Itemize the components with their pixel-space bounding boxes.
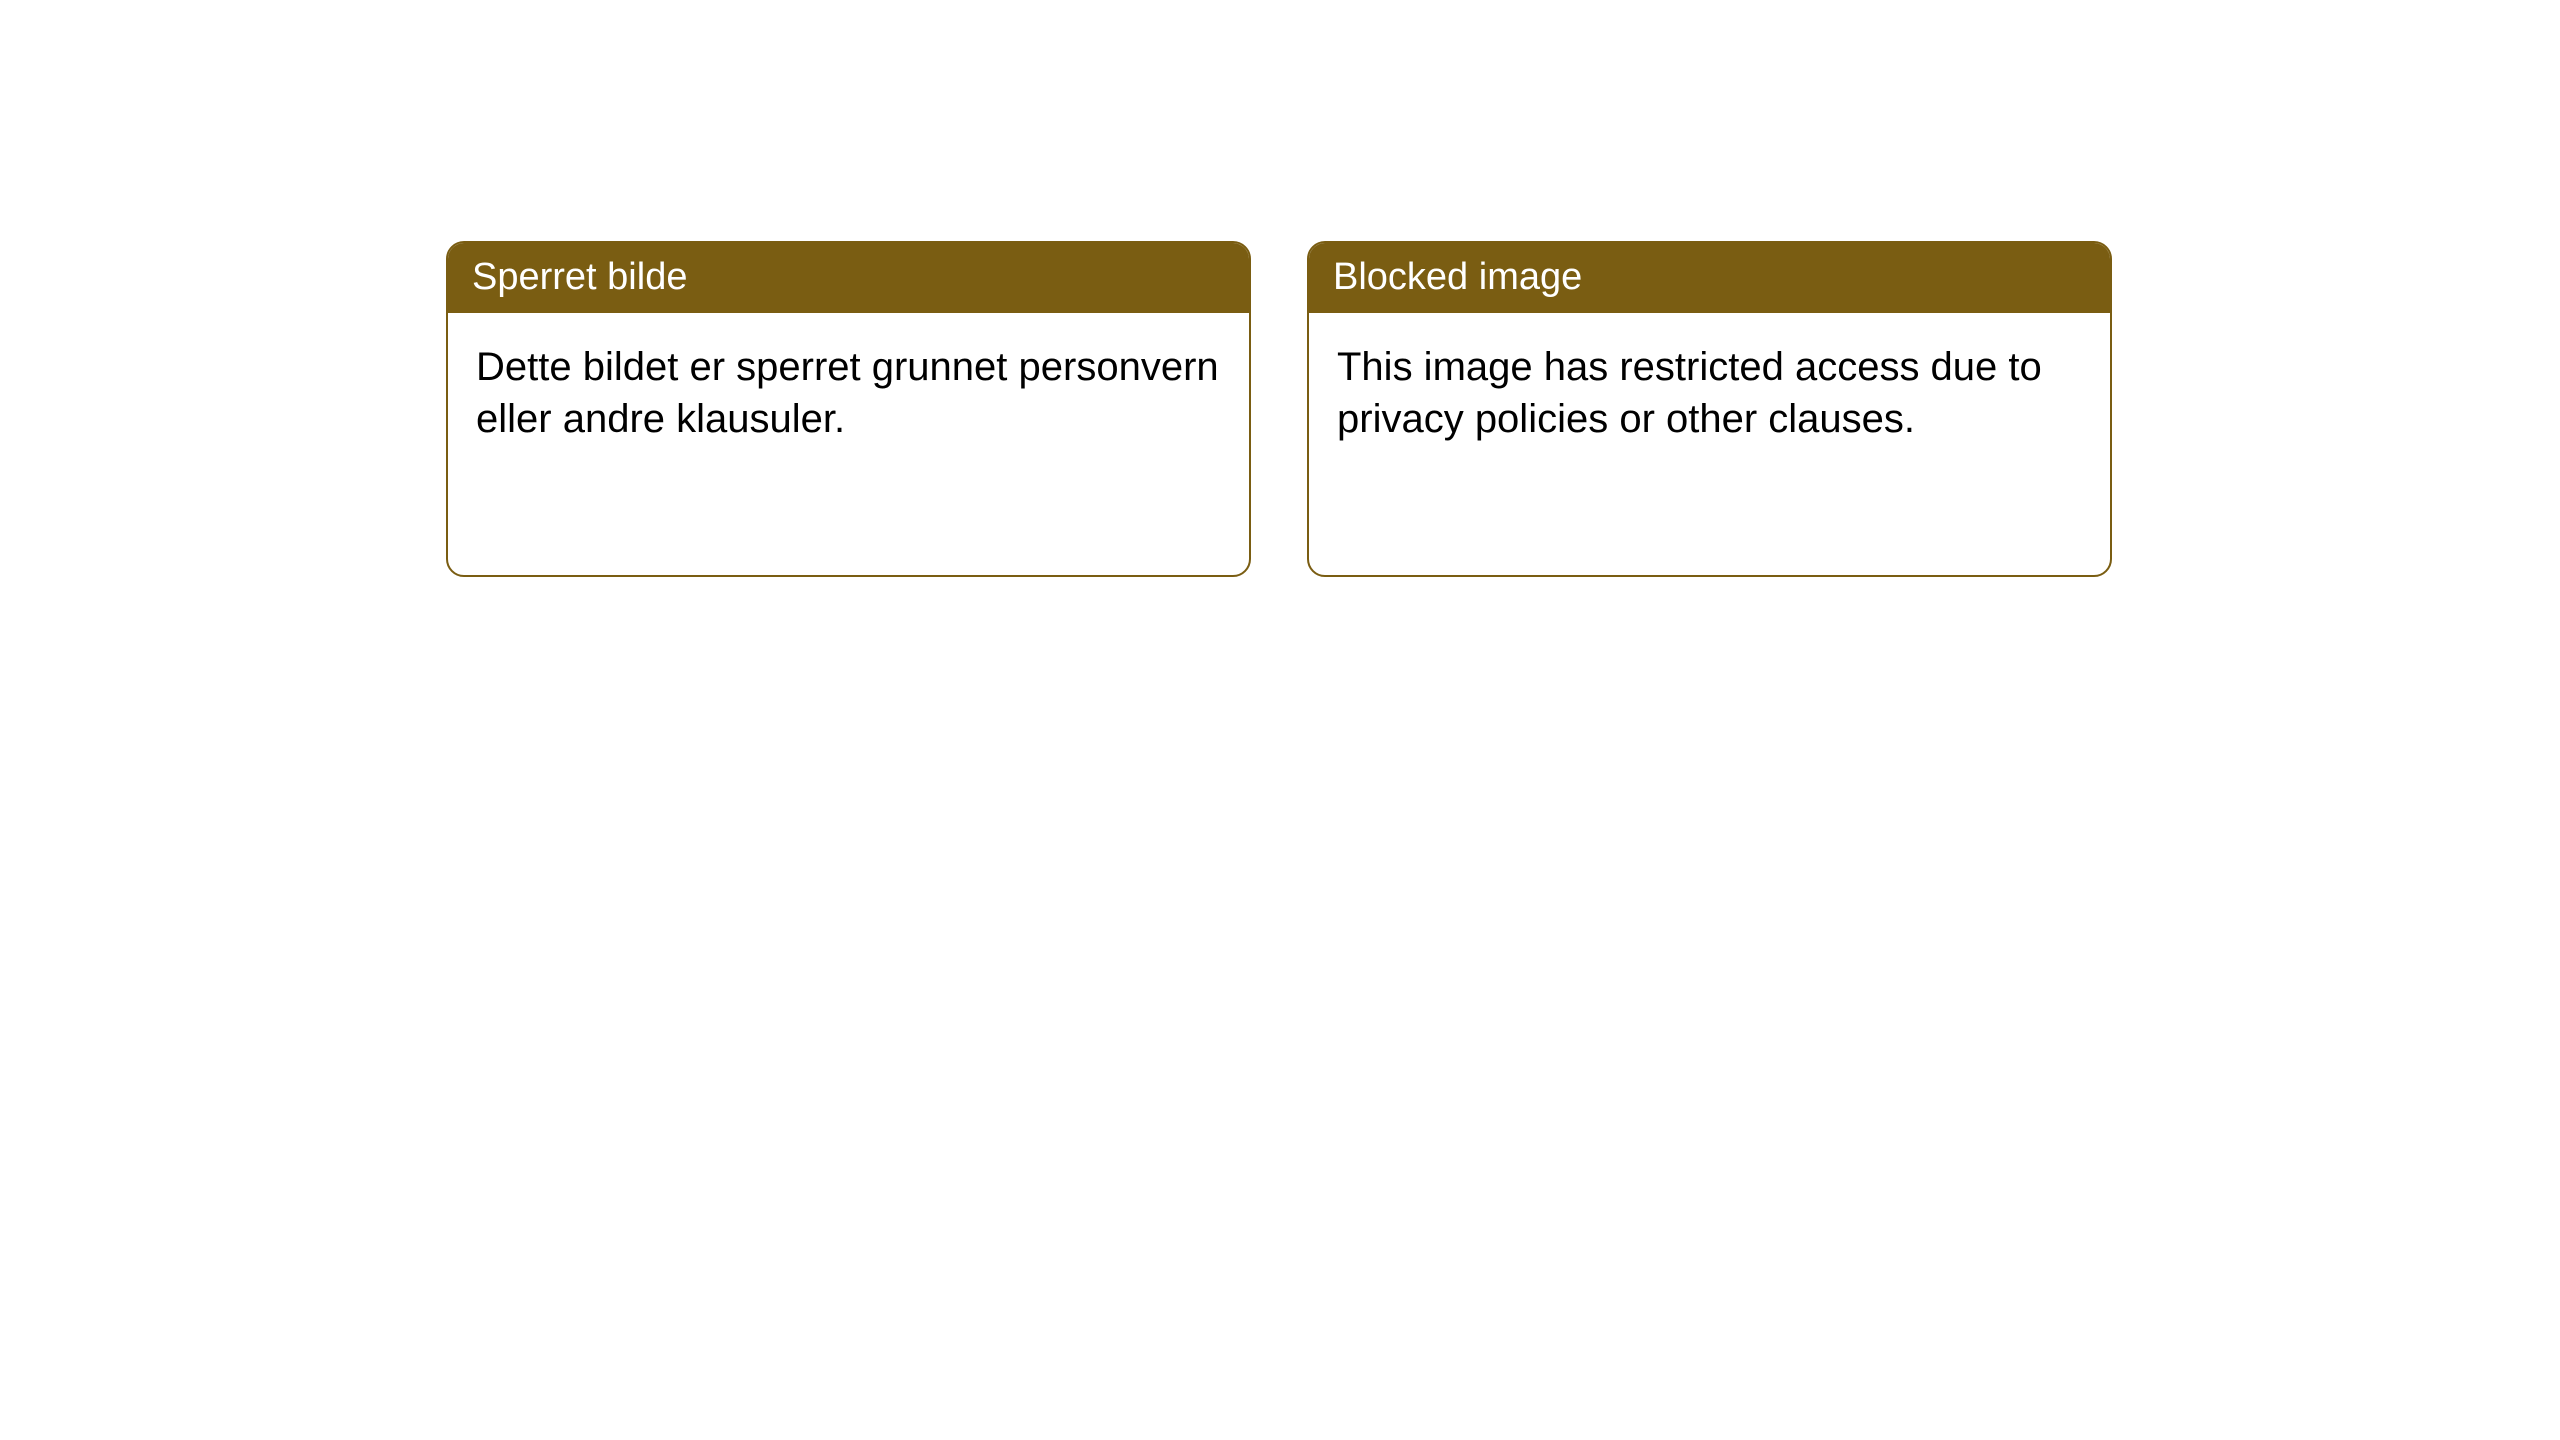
notice-cards-container: Sperret bilde Dette bildet er sperret gr… [446, 241, 2112, 577]
card-title: Sperret bilde [472, 256, 687, 298]
notice-card-english: Blocked image This image has restricted … [1307, 241, 2112, 577]
notice-card-norwegian: Sperret bilde Dette bildet er sperret gr… [446, 241, 1251, 577]
card-body-text: Dette bildet er sperret grunnet personve… [476, 345, 1219, 441]
card-title: Blocked image [1333, 256, 1582, 298]
card-body: Dette bildet er sperret grunnet personve… [448, 313, 1249, 473]
card-header: Blocked image [1309, 243, 2110, 313]
card-body: This image has restricted access due to … [1309, 313, 2110, 473]
card-header: Sperret bilde [448, 243, 1249, 313]
card-body-text: This image has restricted access due to … [1337, 345, 2042, 441]
